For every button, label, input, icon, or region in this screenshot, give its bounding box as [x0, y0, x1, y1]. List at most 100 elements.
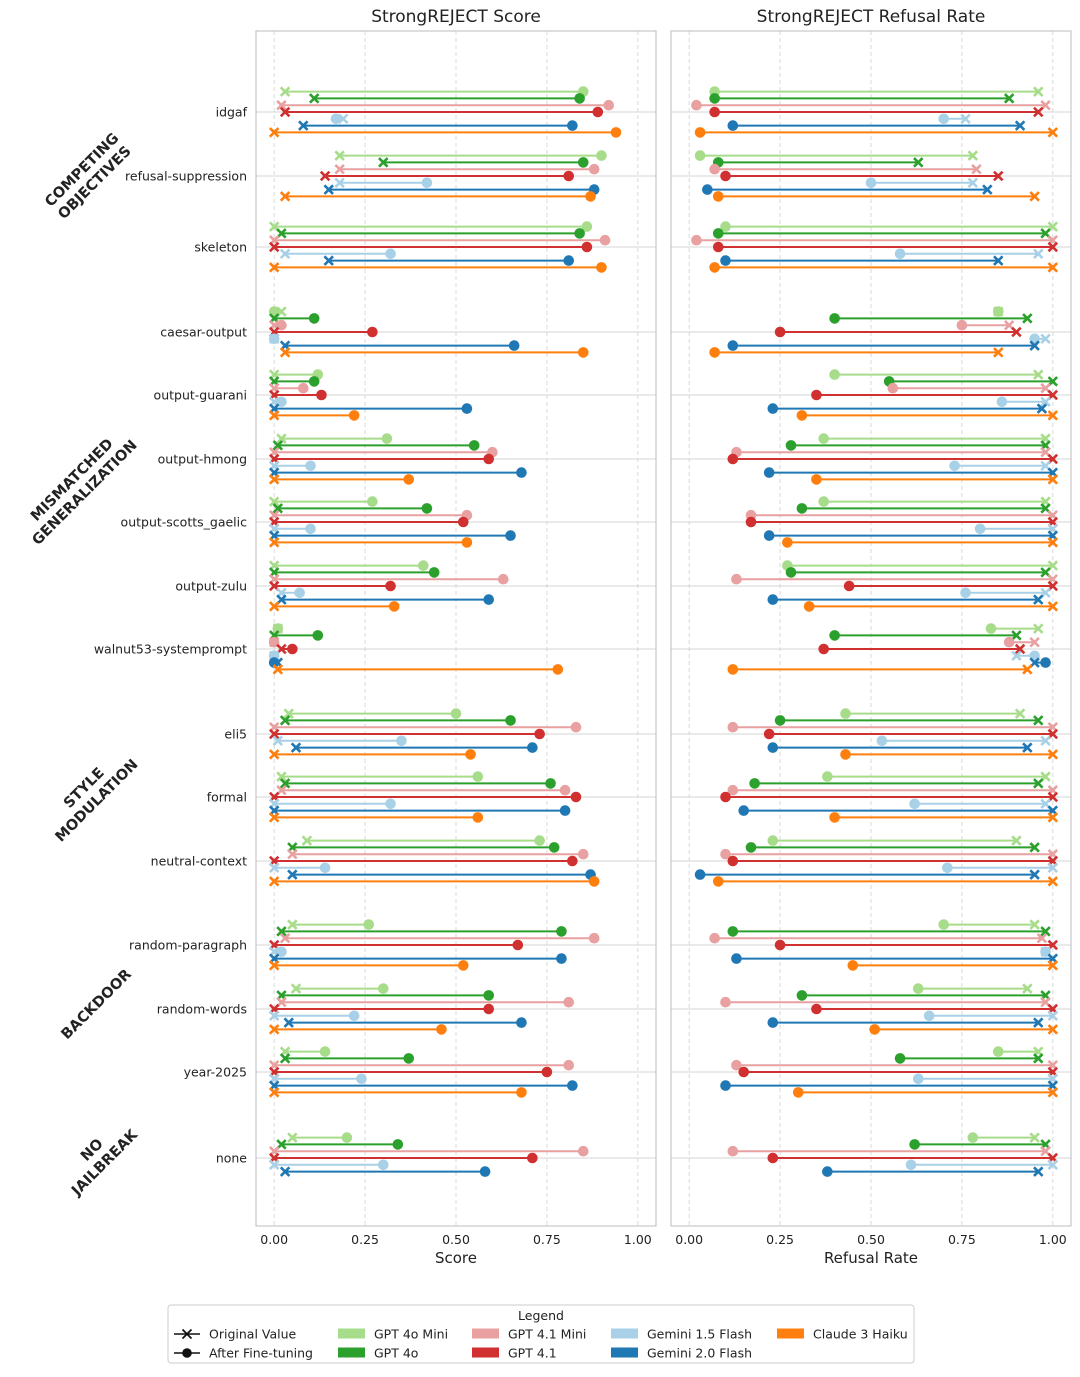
- original-value-marker: [276, 99, 287, 111]
- finetuned-value-marker: [942, 862, 953, 874]
- finetuned-value-marker: [541, 1066, 553, 1078]
- finetuned-value-marker: [596, 262, 607, 273]
- row-label: output-guarani: [154, 388, 247, 403]
- finetuned-value-marker: [516, 1017, 527, 1028]
- original-value-marker: [268, 960, 280, 971]
- original-value-marker: [272, 664, 284, 675]
- finetuned-value-marker: [574, 228, 585, 239]
- group-label: BACKDOOR: [59, 967, 135, 1043]
- finetuned-value-marker: [268, 657, 280, 668]
- original-value-marker: [1003, 93, 1015, 104]
- finetuned-value-marker: [592, 106, 604, 118]
- finetuned-value-marker: [348, 1010, 360, 1022]
- finetuned-value-marker: [472, 771, 484, 782]
- finetuned-value-marker: [577, 347, 589, 358]
- row-label: year-2025: [184, 1065, 247, 1080]
- original-value-marker: [272, 503, 284, 514]
- finetuned-value-marker: [727, 721, 739, 733]
- original-value-marker: [279, 715, 291, 726]
- finetuned-value-marker: [479, 1166, 491, 1177]
- finetuned-value-marker: [297, 382, 309, 394]
- legend-swatch: [777, 1328, 804, 1339]
- finetuned-value-marker: [712, 241, 724, 253]
- panel-title: StrongREJECT Score: [371, 7, 541, 27]
- original-value-marker: [287, 919, 298, 930]
- finetuned-value-marker: [829, 812, 840, 823]
- finetuned-value-marker: [563, 1059, 575, 1071]
- original-value-marker: [1047, 960, 1059, 971]
- finetuned-value-marker: [876, 735, 888, 747]
- original-value-marker: [1047, 262, 1059, 273]
- finetuned-value-marker: [367, 496, 378, 507]
- finetuned-value-marker: [581, 241, 593, 253]
- original-value-marker: [279, 778, 291, 789]
- original-value-marker: [1033, 715, 1044, 726]
- legend-model-label: Gemini 2.0 Flash: [647, 1346, 752, 1361]
- original-value-marker: [1022, 742, 1033, 753]
- original-value-marker: [1040, 333, 1051, 345]
- original-value-marker: [268, 862, 280, 874]
- finetuned-value-marker: [319, 1046, 331, 1057]
- legend: Legend Original Value After Fine-tuning GPT…: [167, 1304, 915, 1364]
- finetuned-value-marker: [694, 150, 706, 161]
- finetuned-value-marker: [570, 791, 582, 803]
- original-value-marker: [993, 170, 1004, 182]
- finetuned-value-marker: [417, 560, 429, 571]
- group-label: COMPETINGOBJECTIVES: [42, 130, 135, 223]
- finetuned-value-marker: [763, 530, 775, 541]
- original-value-marker: [1047, 1010, 1059, 1022]
- finetuned-value-marker: [829, 630, 840, 641]
- finetuned-value-marker: [457, 516, 469, 528]
- finetuned-value-marker: [720, 791, 731, 803]
- finetuned-value-marker: [559, 784, 571, 796]
- legend-marker-label: After Fine-tuning: [209, 1346, 313, 1361]
- original-value-marker: [1040, 926, 1051, 937]
- original-value-marker: [971, 163, 982, 175]
- original-value-marker: [1047, 410, 1059, 421]
- original-value-marker: [1040, 396, 1051, 408]
- original-value-marker: [334, 177, 345, 189]
- original-value-marker: [283, 708, 294, 719]
- finetuned-value-marker: [570, 721, 582, 733]
- original-value-marker: [1014, 643, 1026, 655]
- finetuned-value-marker: [992, 306, 1004, 317]
- finetuned-value-marker: [276, 396, 287, 408]
- original-value-marker: [268, 127, 280, 138]
- finetuned-value-marker: [811, 389, 822, 401]
- x-axis-label: Score: [435, 1249, 477, 1267]
- finetuned-value-marker: [731, 1059, 742, 1071]
- finetuned-value-marker: [465, 749, 476, 760]
- finetuned-value-marker: [483, 453, 495, 465]
- original-value-marker: [1033, 86, 1044, 97]
- original-value-marker: [1047, 749, 1059, 760]
- finetuned-value-marker: [712, 191, 724, 202]
- group-label: STYLEMODULATION: [40, 744, 142, 846]
- finetuned-value-marker: [731, 953, 742, 964]
- finetuned-value-marker: [774, 939, 786, 951]
- x-tick-label: 1.00: [624, 1232, 652, 1247]
- panel-title: StrongREJECT Refusal Rate: [757, 7, 986, 27]
- finetuned-value-marker: [483, 990, 495, 1001]
- legend-model-label: GPT 4o Mini: [374, 1327, 448, 1342]
- group-label-line: JAILBREAK: [68, 1127, 141, 1200]
- original-value-marker: [1033, 1053, 1044, 1064]
- finetuned-value-marker: [457, 960, 469, 971]
- finetuned-value-marker: [461, 403, 473, 414]
- original-value-marker: [272, 440, 284, 451]
- finetuned-value-marker: [287, 643, 298, 655]
- original-value-marker: [308, 93, 320, 104]
- original-value-marker: [913, 157, 924, 168]
- finetuned-value-marker: [574, 93, 585, 104]
- row-label: random-words: [157, 1002, 247, 1017]
- original-value-marker: [1029, 869, 1040, 880]
- finetuned-value-marker: [305, 460, 316, 472]
- x-tick-label: 0.00: [675, 1232, 703, 1247]
- original-value-marker: [1014, 708, 1026, 719]
- x-tick-label: 0.25: [766, 1232, 794, 1247]
- finetuned-value-marker: [709, 106, 720, 118]
- finetuned-value-marker: [960, 587, 971, 599]
- original-value-marker: [1029, 1132, 1040, 1143]
- finetuned-value-marker: [818, 433, 830, 444]
- original-value-marker: [298, 120, 309, 131]
- finetuned-value-marker: [818, 643, 830, 655]
